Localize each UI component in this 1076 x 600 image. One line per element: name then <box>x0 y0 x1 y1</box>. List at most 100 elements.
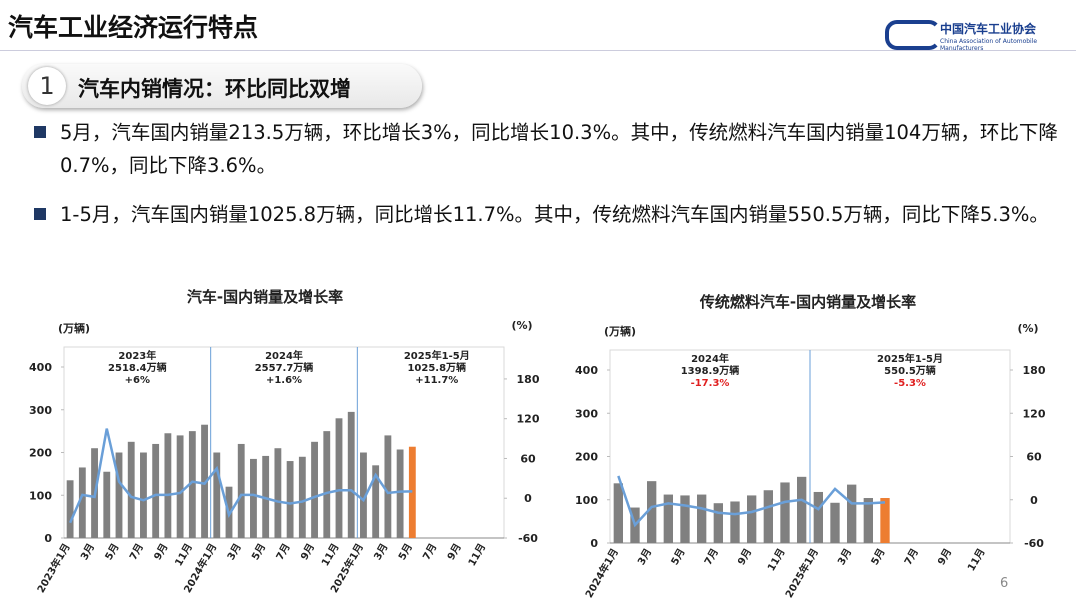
page-number: 6 <box>1000 576 1009 591</box>
y-tick-label: 100 <box>575 494 598 507</box>
bar <box>78 467 86 538</box>
y-tick-label: 200 <box>29 447 52 460</box>
logo-icon <box>885 20 941 50</box>
bar <box>780 482 790 543</box>
bar <box>176 435 184 538</box>
logo-text: 中国汽车工业协会 <box>940 22 1037 36</box>
header-rule <box>0 50 1076 51</box>
x-tick-label: 2025年1月 <box>782 546 821 600</box>
bar <box>797 476 807 543</box>
bar <box>396 449 404 538</box>
bar <box>384 435 392 538</box>
x-tick-label: 3月 <box>78 542 97 563</box>
y2-tick-label: -60 <box>1024 537 1044 550</box>
bar <box>713 503 723 543</box>
bar <box>847 484 857 543</box>
bar <box>813 491 823 543</box>
bar <box>323 431 331 538</box>
x-tick-label: 7月 <box>902 547 921 568</box>
x-tick-label: 9月 <box>152 542 171 563</box>
y-tick-label: 400 <box>29 361 52 374</box>
annotation: +1.6% <box>266 375 302 386</box>
bar <box>250 458 257 538</box>
x-tick-label: 9月 <box>935 547 954 568</box>
y-tick-label: 400 <box>575 364 598 377</box>
annotation: 2557.7万辆 <box>255 361 314 374</box>
bar <box>747 495 757 543</box>
bar <box>188 431 196 538</box>
annotation: 1025.8万辆 <box>407 361 466 374</box>
bar <box>286 461 294 538</box>
section-number: 1 <box>28 67 66 105</box>
y-tick-label: 0 <box>590 537 598 550</box>
bullet: 5月，汽车国内销量213.5万辆，环比增长3%，同比增长10.3%。其中，传统燃… <box>60 121 1058 177</box>
bar <box>298 456 306 538</box>
bar <box>201 424 208 538</box>
x-tick-label: 9月 <box>735 547 754 568</box>
y-axis-label: (万辆) <box>604 324 636 338</box>
bar <box>213 452 221 538</box>
x-tick-label: 5月 <box>249 542 268 563</box>
y2-tick-label: 60 <box>520 452 536 465</box>
bullet-marker <box>34 208 46 220</box>
bar <box>274 448 282 538</box>
chart-title: 传统燃料汽车-国内销量及增长率 <box>699 293 916 311</box>
x-tick-label: 11月 <box>319 542 341 569</box>
y-tick-label: 300 <box>575 407 598 420</box>
bar <box>115 452 123 538</box>
x-tick-label: 11月 <box>965 547 987 574</box>
x-tick-label: 7月 <box>127 542 146 563</box>
y2-tick-label: 0 <box>524 492 532 505</box>
line <box>68 428 413 524</box>
bar <box>680 495 690 543</box>
chart-title: 汽车-国内销量及增长率 <box>187 288 343 306</box>
annotation: -17.3% <box>691 378 730 389</box>
x-tick-label: 7月 <box>274 542 293 563</box>
annotation: -5.3% <box>894 378 926 389</box>
annotation: 2024年 <box>691 352 729 365</box>
bar <box>763 490 773 543</box>
x-tick-label: 9月 <box>298 542 317 563</box>
bar <box>237 443 245 538</box>
line <box>617 475 886 528</box>
bar <box>66 480 74 538</box>
bar <box>127 441 135 538</box>
y2-tick-label: 180 <box>517 373 540 386</box>
bar <box>863 498 873 543</box>
x-tick-label: 7月 <box>702 547 721 568</box>
y-axis-label: (万辆) <box>58 321 90 335</box>
annotation: 2025年1-5月 <box>404 349 470 362</box>
y2-axis-label: (%) <box>511 319 532 332</box>
annotation: 2518.4万辆 <box>108 361 167 374</box>
x-tick-label: 5月 <box>103 542 122 563</box>
bar <box>372 465 380 538</box>
bullet-marker <box>34 126 46 138</box>
x-tick-label: 2023年1月 <box>34 541 73 595</box>
bar <box>613 483 623 543</box>
bullet: 1-5月，汽车国内销量1025.8万辆，同比增长11.7%。其中，传统燃料汽车国… <box>60 203 1049 226</box>
bar <box>830 502 840 543</box>
bar <box>360 452 367 538</box>
x-tick-label: 5月 <box>669 547 688 568</box>
bar <box>164 433 172 538</box>
x-tick-label: 9月 <box>445 542 464 563</box>
logo-subtext: China Association of Automobile Manufact… <box>940 38 1038 52</box>
y2-tick-label: 120 <box>517 413 540 426</box>
y-tick-label: 300 <box>29 404 52 417</box>
section-bar <box>22 64 422 108</box>
x-tick-label: 11月 <box>466 542 488 569</box>
annotation: 2024年 <box>265 349 303 362</box>
x-tick-label: 7月 <box>420 542 439 563</box>
x-tick-label: 11月 <box>173 542 195 569</box>
slide-title: 汽车工业经济运行特点 <box>8 13 259 42</box>
x-tick-label: 3月 <box>835 547 854 568</box>
y2-tick-label: -60 <box>518 532 538 545</box>
bar <box>730 501 740 543</box>
bar <box>335 418 343 538</box>
x-tick-label: 3月 <box>635 547 654 568</box>
y-tick-label: 200 <box>575 451 598 464</box>
y-tick-label: 0 <box>44 532 52 545</box>
x-tick-label: 5月 <box>869 547 888 568</box>
